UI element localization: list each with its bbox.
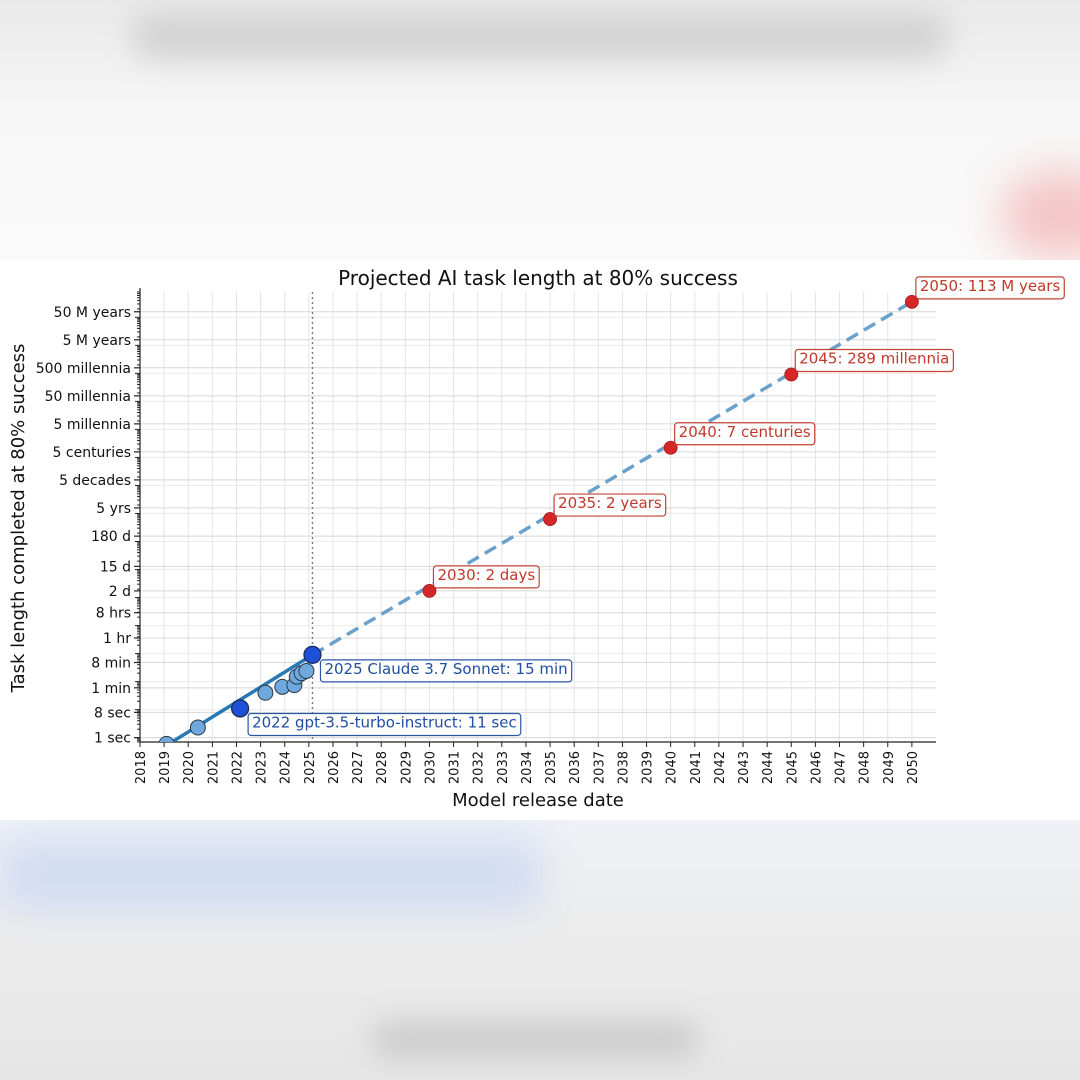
y-tick-label: 1 hr bbox=[103, 631, 131, 647]
annotation-text: 2022 gpt-3.5-turbo-instruct: 11 sec bbox=[252, 713, 517, 731]
annotation-box bbox=[553, 493, 667, 517]
annotation-label: 2025 Claude 3.7 Sonnet: 15 min bbox=[319, 659, 573, 683]
y-tick-label: 5 millennia bbox=[54, 417, 132, 433]
x-tick-label: 2050 bbox=[906, 751, 921, 784]
blurred-title-backdrop bbox=[130, 12, 950, 60]
annotation-text: 2045: 289 millennia bbox=[799, 349, 949, 367]
blurred-label-backdrop bbox=[0, 840, 540, 910]
annotation-box bbox=[794, 348, 954, 373]
x-tick-label: 2022 bbox=[230, 751, 245, 784]
y-tick-label: 50 millennia bbox=[45, 389, 131, 405]
y-tick-label: 2 d bbox=[109, 584, 131, 600]
milestone-point bbox=[784, 367, 799, 382]
annotation-label: 2030: 2 days bbox=[432, 565, 540, 589]
x-tick-label: 2037 bbox=[592, 751, 607, 784]
annotations: 2022 gpt-3.5-turbo-instruct: 11 sec 2025 … bbox=[247, 276, 1065, 737]
y-tick-label: 5 yrs bbox=[96, 501, 131, 517]
x-tick-label: 2024 bbox=[279, 751, 294, 784]
y-tick-label: 500 millennia bbox=[36, 361, 131, 377]
milestone-point bbox=[904, 294, 919, 309]
observed-point bbox=[189, 719, 206, 736]
annotation-box bbox=[674, 422, 816, 446]
x-tick-label: 2048 bbox=[858, 751, 873, 784]
annotation-label: 2035: 2 years bbox=[553, 493, 667, 517]
x-tick-label: 2049 bbox=[882, 751, 897, 784]
milestone-point bbox=[663, 440, 678, 455]
y-tick-label: 180 d bbox=[91, 529, 131, 545]
x-tick-label: 2047 bbox=[834, 751, 849, 784]
y-tick-label: 5 decades bbox=[59, 473, 131, 489]
x-tick-label: 2021 bbox=[206, 751, 221, 784]
x-tick-label: 2044 bbox=[761, 751, 776, 784]
y-tick-label: 8 sec bbox=[94, 705, 131, 721]
x-tick-label: 2027 bbox=[351, 751, 366, 784]
annotation-box bbox=[915, 276, 1065, 300]
y-tick-label: 1 sec bbox=[94, 731, 131, 747]
x-tick-label: 2023 bbox=[255, 751, 270, 784]
annotation-text: 2025 Claude 3.7 Sonnet: 15 min bbox=[324, 660, 567, 678]
x-tick-label: 2032 bbox=[472, 751, 487, 784]
x-tick-label: 2025 bbox=[303, 751, 318, 784]
x-tick-label: 2036 bbox=[568, 751, 583, 784]
y-tick-label: 50 M years bbox=[54, 305, 131, 321]
x-tick-label: 2031 bbox=[448, 751, 463, 784]
y-tick-label: 5 M years bbox=[63, 333, 131, 349]
axes bbox=[134, 288, 936, 747]
annotation-label: 2050: 113 M years bbox=[915, 276, 1065, 300]
x-tick-label: 2029 bbox=[399, 751, 414, 784]
x-tick-label: 2030 bbox=[423, 751, 438, 784]
y-tick-label: 8 hrs bbox=[96, 606, 131, 622]
observed-point bbox=[257, 684, 274, 701]
y-axis-label: Task length completed at 80% success bbox=[8, 344, 29, 694]
annotation-text: 2050: 113 M years bbox=[920, 277, 1061, 295]
x-tick-label: 2046 bbox=[809, 751, 824, 784]
y-tick-label: 8 min bbox=[91, 656, 131, 672]
x-tick-label: 2028 bbox=[375, 751, 390, 784]
annotation-text: 2040: 7 centuries bbox=[679, 423, 811, 441]
x-tick-label: 2033 bbox=[496, 751, 511, 784]
x-tick-label: 2019 bbox=[158, 751, 173, 784]
y-tick-label: 1 min bbox=[91, 681, 131, 697]
x-tick-label: 2043 bbox=[737, 751, 752, 784]
x-tick-label: 2045 bbox=[785, 751, 800, 784]
x-tick-label: 2034 bbox=[520, 751, 535, 784]
x-tick-label: 2039 bbox=[641, 751, 656, 784]
x-tick-label: 2038 bbox=[616, 751, 631, 784]
x-tick-label: 2018 bbox=[134, 751, 149, 784]
x-tick-label: 2042 bbox=[713, 751, 728, 784]
annotation-box bbox=[247, 712, 522, 737]
annotation-text: 2030: 2 days bbox=[437, 566, 535, 584]
tick-labels: 2018 2019 2020 2021 2022 2023 2024 2025 2026 2027… bbox=[36, 305, 921, 784]
highlight-point bbox=[303, 645, 322, 664]
milestone-point bbox=[422, 583, 437, 598]
x-tick-label: 2040 bbox=[665, 751, 680, 784]
y-tick-label: 5 centuries bbox=[53, 445, 131, 461]
annotation-label: 2045: 289 millennia bbox=[794, 348, 954, 373]
x-tick-label: 2026 bbox=[327, 751, 342, 784]
chart-title: Projected AI task length at 80% success bbox=[338, 266, 738, 290]
observed-point bbox=[158, 735, 175, 742]
x-tick-label: 2020 bbox=[182, 751, 197, 784]
x-tick-label: 2041 bbox=[689, 751, 704, 784]
annotation-label: 2040: 7 centuries bbox=[674, 422, 816, 446]
data-points bbox=[158, 294, 919, 742]
task-length-chart: Projected AI task length at 80% success … bbox=[8, 266, 1065, 811]
chart-panel: Projected AI task length at 80% success … bbox=[0, 260, 1080, 820]
highlight-point bbox=[231, 699, 250, 718]
annotation-box bbox=[319, 659, 573, 683]
blurred-axis-label-backdrop bbox=[370, 1020, 700, 1060]
x-tick-label: 2035 bbox=[544, 751, 559, 784]
milestone-point bbox=[543, 512, 557, 526]
annotation-box bbox=[432, 565, 540, 589]
annotation-text: 2035: 2 years bbox=[558, 494, 662, 512]
annotation-label: 2022 gpt-3.5-turbo-instruct: 11 sec bbox=[247, 712, 522, 737]
projection-line bbox=[311, 300, 913, 657]
y-tick-label: 15 d bbox=[100, 559, 131, 575]
x-axis-label: Model release date bbox=[452, 790, 624, 811]
observed-point bbox=[298, 662, 315, 679]
